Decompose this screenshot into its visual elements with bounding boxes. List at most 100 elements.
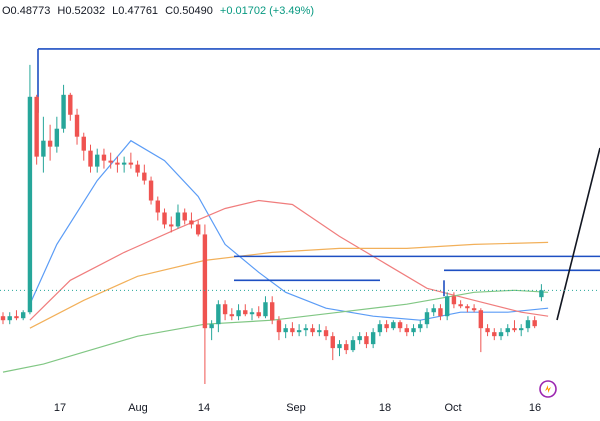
x-axis: 17 Aug 14 Sep 18 Oct 16 <box>54 402 541 414</box>
tradingview-logo-icon[interactable] <box>539 380 557 398</box>
candle-sep-27 <box>391 320 396 331</box>
candle-body <box>68 94 73 115</box>
candle-body <box>478 310 484 329</box>
candle-jul-18 <box>47 124 53 161</box>
candle-jul-25 <box>81 132 86 161</box>
candle-sep-26 <box>384 320 389 333</box>
candle-body <box>330 336 335 349</box>
candle-aug-30 <box>256 306 261 319</box>
candle-body <box>249 312 255 315</box>
open-value: O0.48773 <box>2 5 51 17</box>
candle-body <box>310 328 315 333</box>
candle-aug-04 <box>135 160 140 177</box>
candle-aug-16 <box>189 212 194 229</box>
candle-aug-28 <box>243 304 248 317</box>
candle-body <box>47 140 53 147</box>
candle-aug-31 <box>263 296 268 319</box>
candle-body <box>323 330 329 337</box>
candle-jul-10 <box>7 312 12 325</box>
candle-body <box>236 310 241 317</box>
candle-oct-25 <box>525 316 531 333</box>
candle-oct-05 <box>431 304 436 317</box>
candle-oct-03 <box>418 320 423 333</box>
trendline <box>556 147 600 321</box>
candle-body <box>142 172 147 181</box>
x-tick-label: 17 <box>54 402 66 414</box>
candle-oct-23 <box>512 320 517 333</box>
x-tick-label: Oct <box>444 402 461 414</box>
candle-aug-11 <box>169 216 174 233</box>
candle-aug-21 <box>209 320 214 341</box>
candle-body <box>444 296 450 317</box>
candle-body <box>465 306 470 309</box>
candle-body <box>485 328 490 333</box>
candle-body <box>525 320 531 329</box>
change-value: +0.01702 (+3.49%) <box>219 5 315 17</box>
candle-body <box>512 328 517 331</box>
candle-body <box>169 224 174 227</box>
candle-body <box>471 308 477 311</box>
candle-sep-20 <box>357 332 362 345</box>
candle-aug-17 <box>195 220 201 237</box>
candle-aug-24 <box>229 308 235 321</box>
candle-oct-27 <box>539 284 544 302</box>
candle-jul-27 <box>95 148 100 173</box>
candle-body <box>256 312 261 317</box>
candle-aug-25 <box>236 304 241 321</box>
candle-body <box>411 328 416 333</box>
candle-body <box>296 330 302 333</box>
candle-jul-14 <box>34 94 39 165</box>
candle-body <box>391 322 396 329</box>
candle-sep-11 <box>310 324 315 337</box>
candle-body <box>263 302 268 317</box>
candle-body <box>229 314 235 317</box>
candle-body <box>195 224 201 235</box>
candle-body <box>20 312 26 319</box>
candle-oct-11 <box>458 300 463 309</box>
candle-aug-29 <box>249 308 255 321</box>
x-tick-label: 18 <box>379 402 391 414</box>
candle-jul-21 <box>68 92 73 121</box>
close-value: C0.50490 <box>165 5 213 17</box>
candle-jul-13 <box>27 64 33 315</box>
candle-body <box>317 330 322 333</box>
candle-jul-24 <box>74 108 80 145</box>
candle-body <box>115 162 120 165</box>
candle-body <box>458 304 463 307</box>
candle-body <box>404 328 409 333</box>
candle-aug-15 <box>182 208 187 225</box>
candle-sep-19 <box>350 336 356 353</box>
candle-body <box>384 324 389 329</box>
candle-sep-18 <box>344 340 349 355</box>
candle-body <box>135 164 140 173</box>
candle-body <box>202 234 208 329</box>
candles <box>0 64 544 385</box>
candle-body <box>88 150 93 167</box>
candle-body <box>532 320 537 327</box>
candle-body <box>148 180 154 201</box>
candle-body <box>438 308 443 317</box>
candle-aug-10 <box>162 208 167 229</box>
candle-sep-07 <box>296 324 302 337</box>
candle-body <box>101 154 107 161</box>
candle-body <box>377 324 383 333</box>
candle-jul-17 <box>41 116 46 173</box>
candle-aug-09 <box>155 196 160 221</box>
candle-body <box>128 162 134 165</box>
candle-sep-15 <box>337 340 342 357</box>
candle-aug-08 <box>148 176 154 205</box>
candle-body <box>498 332 504 337</box>
candle-body <box>41 140 46 157</box>
candle-jul-26 <box>88 144 93 173</box>
candle-body <box>27 96 33 313</box>
moving-average-3 <box>29 241 549 329</box>
candle-body <box>175 212 181 227</box>
candle-body <box>34 96 39 157</box>
candle-body <box>54 128 60 147</box>
candle-sep-14 <box>330 332 335 361</box>
candle-oct-18 <box>492 328 497 341</box>
candle-aug-14 <box>175 204 181 229</box>
drawn-levels <box>37 48 600 321</box>
candle-body <box>418 324 423 329</box>
